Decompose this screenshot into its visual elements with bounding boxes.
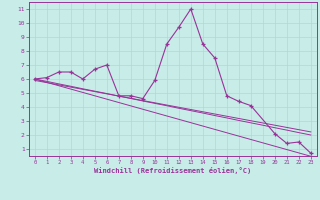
X-axis label: Windchill (Refroidissement éolien,°C): Windchill (Refroidissement éolien,°C) — [94, 167, 252, 174]
